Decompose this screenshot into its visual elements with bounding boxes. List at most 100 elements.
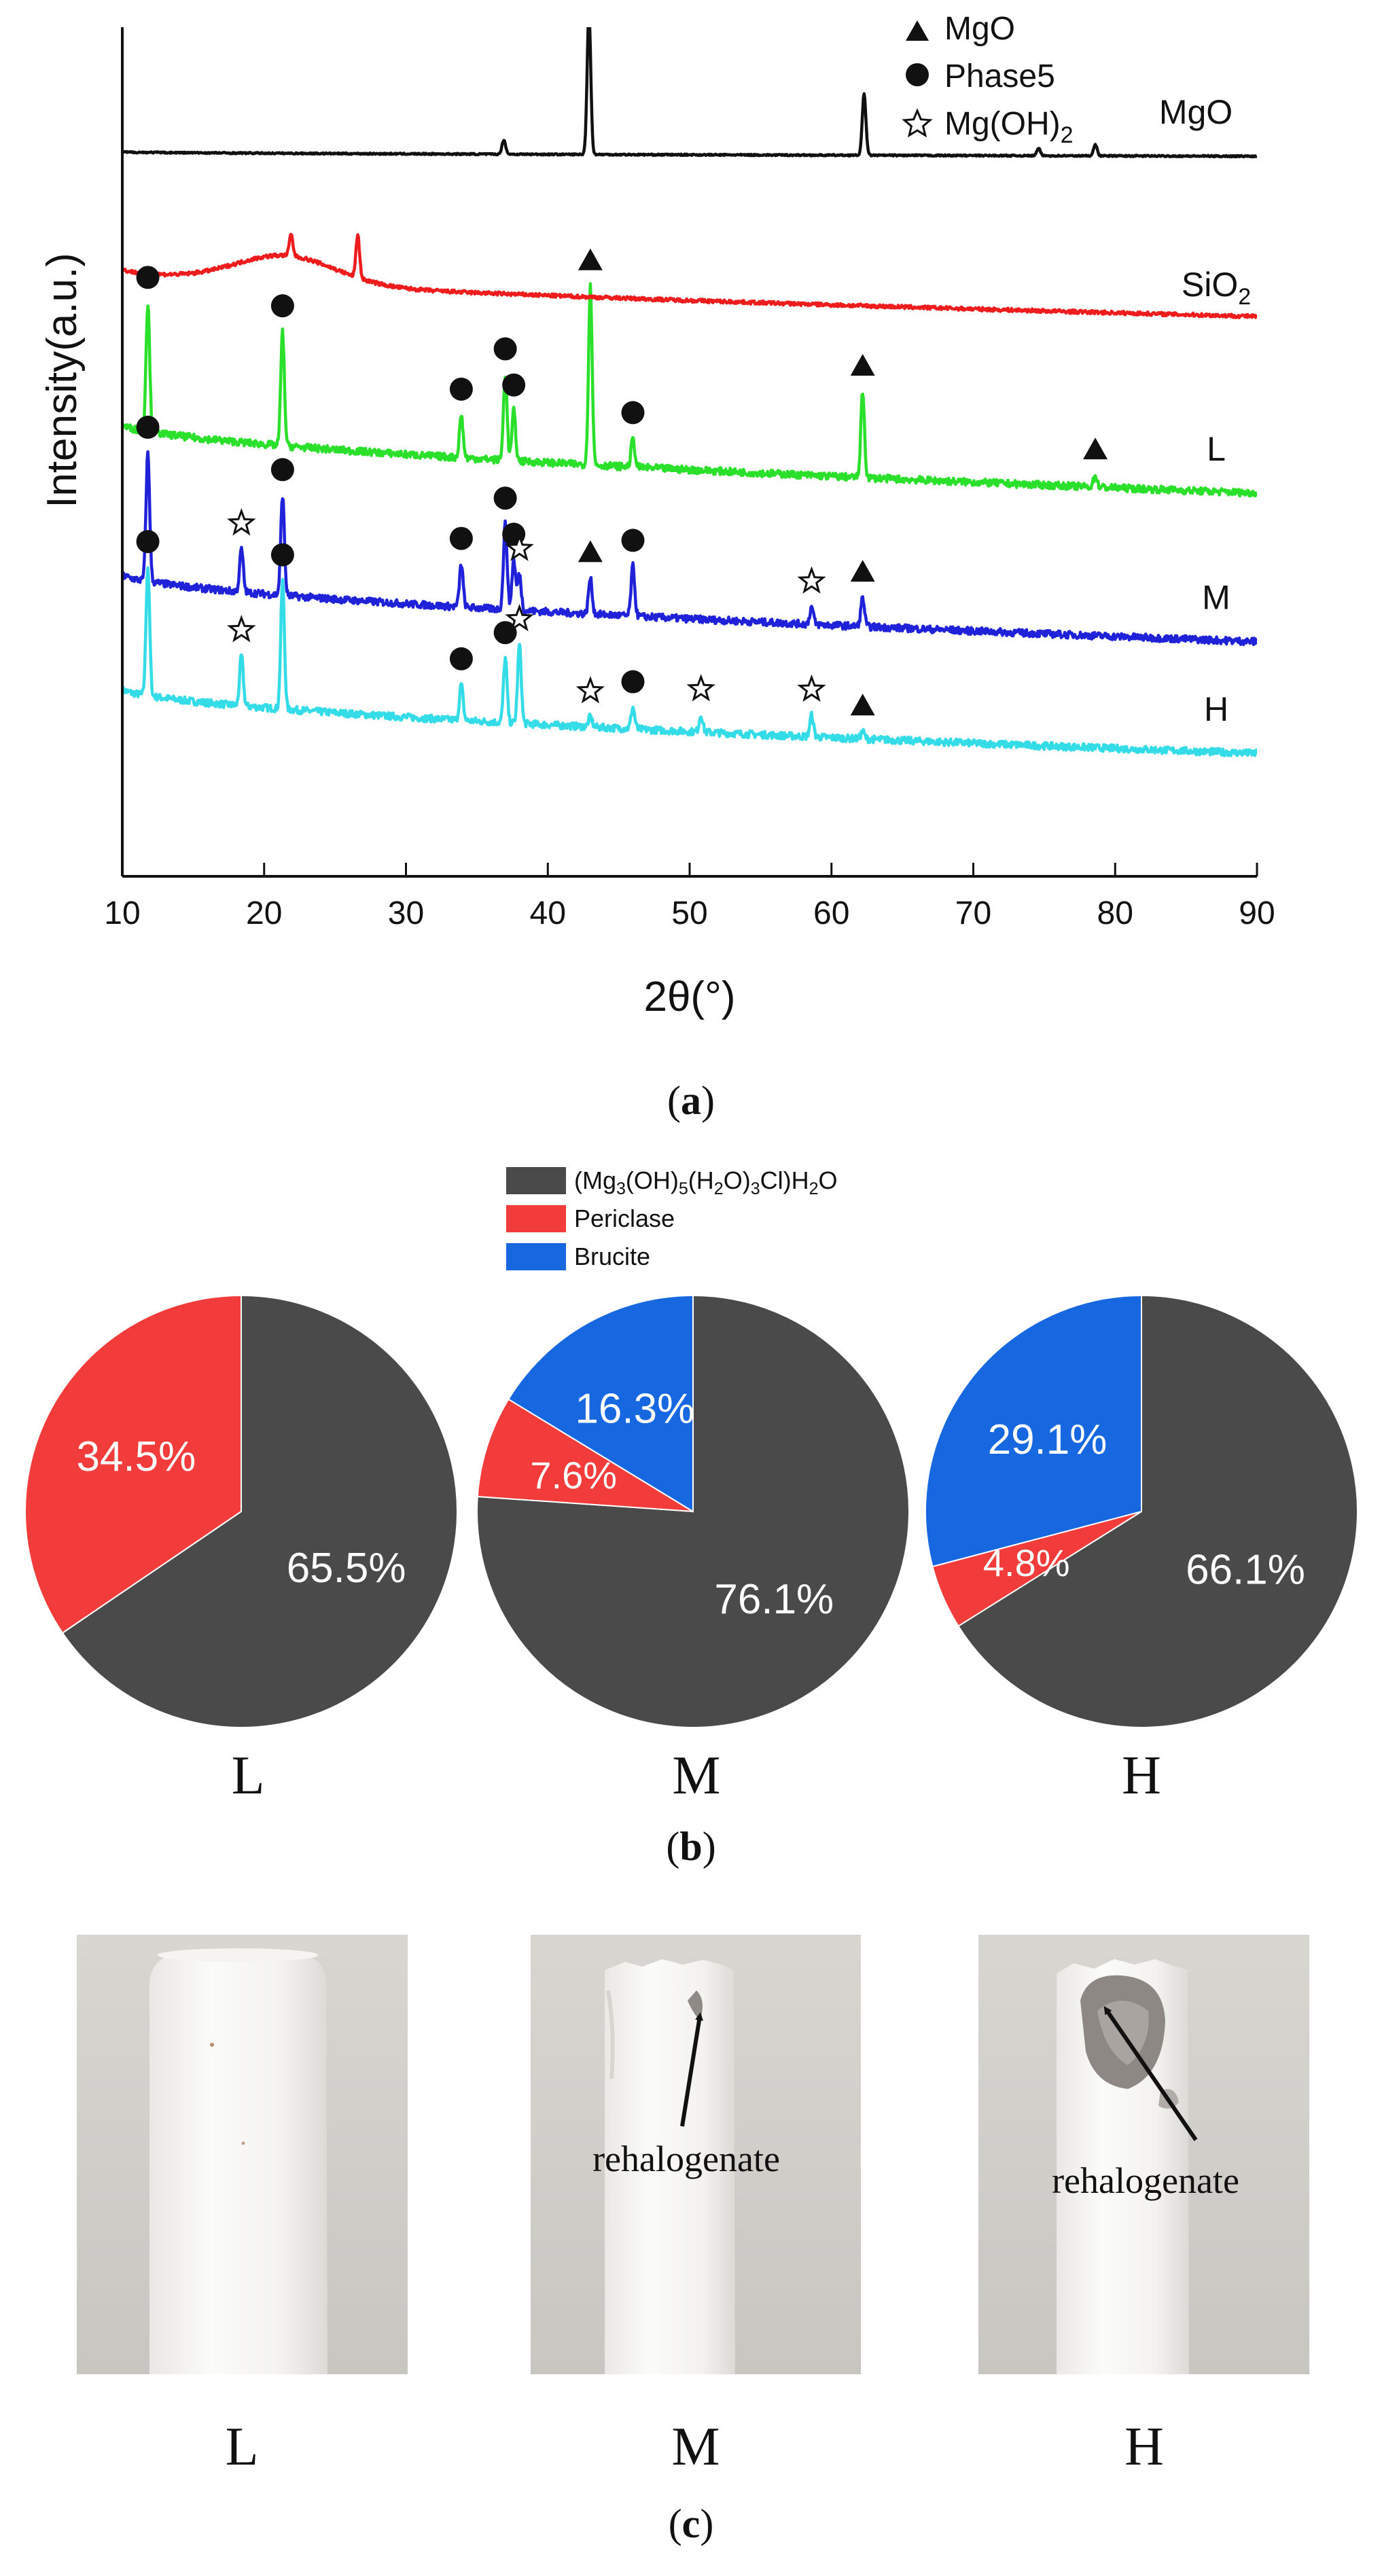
series-label-l: L xyxy=(1207,430,1226,468)
mgo-marker xyxy=(1083,437,1108,460)
mgo-marker xyxy=(578,540,603,562)
photo-label-m: M xyxy=(671,2417,720,2477)
phase5-marker xyxy=(136,266,160,289)
pie-slice xyxy=(476,1398,694,1512)
caption-c: (c) xyxy=(669,2501,714,2546)
x-tick-label: 90 xyxy=(1239,895,1275,931)
pie-legend: (Mg3(OH)5(H2O)3Cl)H2O Periclase Brucite xyxy=(506,1166,838,1270)
arrow-m xyxy=(680,2012,703,2127)
xrd-legend: MgO Phase5 Mg(OH)2 xyxy=(902,11,1074,148)
pie-slice-label: 76.1% xyxy=(714,1576,834,1623)
phase5-marker xyxy=(621,670,645,694)
series-line-mgo xyxy=(122,27,1257,159)
mgo-marker xyxy=(850,694,875,716)
legend-label-brucite: Brucite xyxy=(574,1242,650,1270)
phase5-marker xyxy=(621,529,645,552)
legend-label-mgoh2: Mg(OH)2 xyxy=(944,106,1074,148)
phase5-marker xyxy=(621,401,645,425)
pie-slice-label: 16.3% xyxy=(575,1386,694,1433)
pie-label-h: H xyxy=(1122,1746,1161,1806)
phase5-marker xyxy=(270,294,294,318)
legend-triangle-marker xyxy=(906,20,929,41)
x-tick-label: 20 xyxy=(246,895,282,931)
x-axis-label: 2θ(°) xyxy=(643,973,735,1020)
mgoh2-marker xyxy=(505,603,534,632)
photo-m: rehalogenate xyxy=(531,1935,861,2374)
series-label-h: H xyxy=(1204,690,1228,728)
mgo-marker xyxy=(850,560,875,582)
x-tick-label: 50 xyxy=(671,895,707,931)
series-label-sio2: SiO2 xyxy=(1182,266,1251,310)
legend-label-phase5-formula: (Mg3(OH)5(H2O)3Cl)H2O xyxy=(574,1166,838,1198)
legend-swatch-brucite xyxy=(506,1243,566,1270)
pie-m: 76.1% 7.6% 16.3% xyxy=(476,1294,910,1728)
pie-slice xyxy=(925,1294,1142,1568)
pie-slice-label: 7.6% xyxy=(530,1454,617,1497)
x-tick-label: 70 xyxy=(955,895,991,931)
photo-label-h: H xyxy=(1124,2417,1164,2477)
phase5-marker xyxy=(449,377,473,401)
phase5-marker xyxy=(270,458,294,482)
mgoh2-marker xyxy=(797,566,826,594)
y-axis-label: Intensity(a.u.) xyxy=(39,253,86,508)
phase5-marker xyxy=(502,373,526,397)
pie-slice xyxy=(61,1294,459,1728)
pie-slice-label: 65.5% xyxy=(287,1545,406,1592)
phase5-marker xyxy=(270,543,294,567)
series-line-h xyxy=(122,566,1257,757)
pie-h: 66.1%4.8%29.1% xyxy=(925,1294,1358,1728)
xrd-chart: H M L SiO2 MgO 10 20 30 40 50 60 70 80 90 Intensity(… xyxy=(39,11,1275,1123)
pie-slice xyxy=(24,1294,242,1634)
phase5-marker xyxy=(493,486,517,510)
series-label-mgo: MgO xyxy=(1159,93,1233,131)
mgoh2-marker xyxy=(797,674,826,702)
legend-swatch-phase5 xyxy=(506,1167,566,1194)
caption-a: (a) xyxy=(667,1078,715,1123)
phase5-marker xyxy=(136,415,160,439)
legend-label-periclase: Periclase xyxy=(574,1204,675,1232)
arrow-h xyxy=(1103,2006,1198,2141)
pie-slice-label: 34.5% xyxy=(76,1433,196,1480)
pie-label-l: L xyxy=(232,1746,265,1806)
annotation-m: rehalogenate xyxy=(592,2139,780,2179)
phase5-marker xyxy=(493,337,517,361)
mgoh2-marker xyxy=(505,533,534,561)
sample-photos: rehalogenate rehalogenate L M H (c) xyxy=(77,1935,1309,2546)
series-line-l xyxy=(122,282,1257,498)
pie-slice xyxy=(957,1294,1358,1728)
photo-h: rehalogenate xyxy=(978,1935,1309,2374)
x-tick-label: 10 xyxy=(104,895,140,931)
mgo-marker xyxy=(850,354,875,376)
phase5-marker xyxy=(449,647,473,670)
pie-slice-label: 66.1% xyxy=(1186,1547,1305,1594)
legend-label-phase5: Phase5 xyxy=(944,58,1055,94)
x-tick-label: 40 xyxy=(530,895,566,931)
photo-label-l: L xyxy=(226,2417,259,2477)
pie-slice-label: 29.1% xyxy=(988,1416,1108,1463)
legend-swatch-periclase xyxy=(506,1205,566,1232)
pie-slice xyxy=(507,1294,694,1513)
mgo-marker xyxy=(578,248,603,270)
x-tick-label: 30 xyxy=(388,895,424,931)
photo-l xyxy=(77,1935,408,2374)
legend-star-marker xyxy=(902,108,933,138)
legend-circle-marker xyxy=(906,63,929,86)
series-line-sio2 xyxy=(122,232,1257,319)
legend-label-mgo: MgO xyxy=(944,11,1015,47)
pie-label-m: M xyxy=(672,1746,720,1806)
phase5-marker xyxy=(449,526,473,550)
series-line-m xyxy=(122,450,1257,647)
mgoh2-marker xyxy=(575,676,605,704)
mgoh2-marker xyxy=(227,615,256,643)
x-tick-label: 80 xyxy=(1097,895,1133,931)
phase5-marker xyxy=(493,621,517,645)
mgoh2-marker xyxy=(686,674,715,702)
mgoh2-marker xyxy=(227,507,256,536)
x-tick-label: 60 xyxy=(813,895,849,931)
pie-l: 65.5% 34.5% xyxy=(24,1294,459,1728)
annotation-h: rehalogenate xyxy=(1052,2160,1239,2201)
phase-pie-charts: (Mg3(OH)5(H2O)3Cl)H2O Periclase Brucite … xyxy=(24,1166,1358,1869)
series-label-m: M xyxy=(1202,579,1230,617)
phase5-marker xyxy=(136,530,160,554)
